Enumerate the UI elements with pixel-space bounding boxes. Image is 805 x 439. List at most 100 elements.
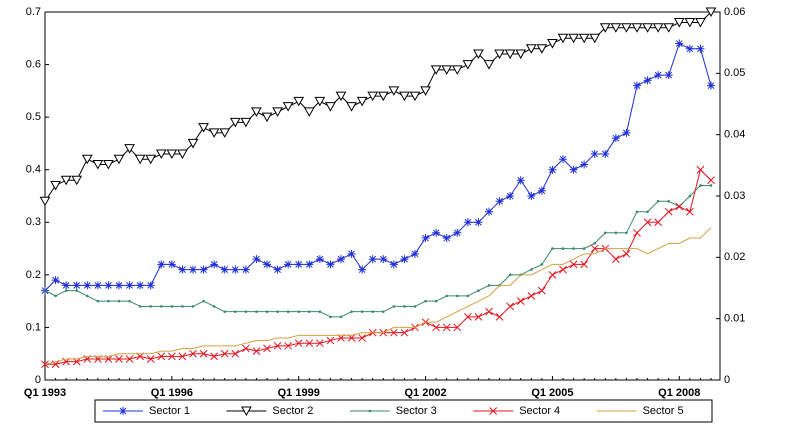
point-marker [707, 176, 715, 185]
point-marker [508, 273, 512, 277]
point-marker [695, 18, 706, 28]
point-marker [504, 49, 516, 60]
point-marker [673, 18, 685, 28]
point-marker [276, 310, 279, 313]
point-marker [157, 352, 166, 361]
point-marker [284, 260, 293, 269]
point-marker [424, 299, 427, 303]
point-marker [326, 260, 335, 269]
point-marker [125, 281, 134, 290]
point-marker [483, 60, 495, 70]
point-marker [199, 265, 208, 274]
point-marker [675, 39, 684, 48]
point-marker [388, 86, 400, 96]
series-line [44, 42, 712, 291]
point-marker [356, 96, 368, 107]
point-marker [442, 323, 451, 332]
point-marker [170, 305, 174, 308]
point-marker [318, 310, 322, 313]
point-marker [390, 328, 398, 337]
point-marker [168, 352, 176, 361]
legend: Sector 1 Sector 2 Sector 3 Sector 4 Sector 5 [94, 399, 713, 423]
point-marker [622, 128, 631, 137]
point-marker [540, 263, 544, 266]
point-marker [231, 349, 240, 358]
x-tick-label: Q1 1996 [151, 387, 193, 399]
point-marker [124, 144, 135, 154]
point-marker [134, 154, 146, 165]
point-marker [621, 23, 632, 33]
point-marker [696, 44, 705, 53]
point-marker [286, 310, 290, 313]
point-marker [314, 96, 326, 107]
point-marker [684, 18, 696, 28]
point-marker [631, 23, 643, 33]
point-marker [642, 23, 653, 33]
point-marker [104, 281, 113, 290]
point-marker [685, 44, 694, 53]
point-marker [178, 265, 187, 274]
series-line [45, 168, 712, 365]
point-marker [210, 352, 218, 361]
series [41, 39, 715, 295]
point-marker [656, 199, 660, 203]
point-marker [625, 231, 628, 235]
point-marker [515, 49, 527, 60]
point-marker [381, 310, 385, 313]
point-marker [652, 23, 664, 33]
point-marker [149, 305, 153, 308]
point-marker [125, 355, 134, 363]
point-marker [360, 310, 364, 313]
point-marker [115, 355, 123, 363]
point-marker [432, 323, 440, 332]
point-marker [696, 165, 705, 174]
point-marker [633, 228, 641, 237]
y-tick-label: 0.5 [26, 111, 41, 123]
point-marker [538, 286, 546, 295]
point-marker [379, 255, 388, 264]
point-marker [272, 107, 283, 117]
point-marker [138, 305, 142, 308]
point-marker [305, 339, 314, 348]
point-marker [339, 315, 343, 319]
point-marker [611, 134, 620, 143]
point-marker [41, 360, 49, 369]
series-line [44, 11, 712, 202]
point-marker [199, 349, 208, 358]
point-marker [569, 260, 578, 269]
point-marker [559, 265, 567, 274]
point-marker [251, 107, 262, 117]
point-marker [54, 294, 57, 298]
point-marker [263, 260, 271, 269]
point-marker [368, 255, 377, 264]
point-marker [664, 207, 673, 216]
point-marker [400, 328, 409, 337]
point-marker [50, 180, 61, 191]
series-line [44, 227, 712, 365]
point-marker [477, 289, 480, 292]
series [39, 7, 717, 207]
point-marker [599, 23, 611, 33]
point-marker [453, 228, 462, 237]
point-marker [400, 255, 409, 264]
point-marker [462, 60, 474, 70]
point-marker [92, 159, 104, 170]
point-marker [315, 255, 324, 264]
series [44, 227, 712, 365]
point-marker [664, 71, 673, 80]
point-marker [220, 265, 229, 274]
point-marker [603, 231, 607, 235]
point-marker [675, 202, 684, 211]
legend-label: Sector 1 [149, 405, 190, 417]
point-marker [420, 86, 431, 96]
point-marker [115, 281, 123, 290]
point-marker [409, 91, 421, 102]
point-marker [663, 23, 675, 33]
point-marker [136, 281, 145, 290]
point-marker [466, 294, 470, 298]
y-tick-label: 0.6 [26, 58, 41, 70]
point-marker [233, 310, 237, 313]
point-marker [688, 194, 692, 198]
point-marker [389, 260, 398, 269]
